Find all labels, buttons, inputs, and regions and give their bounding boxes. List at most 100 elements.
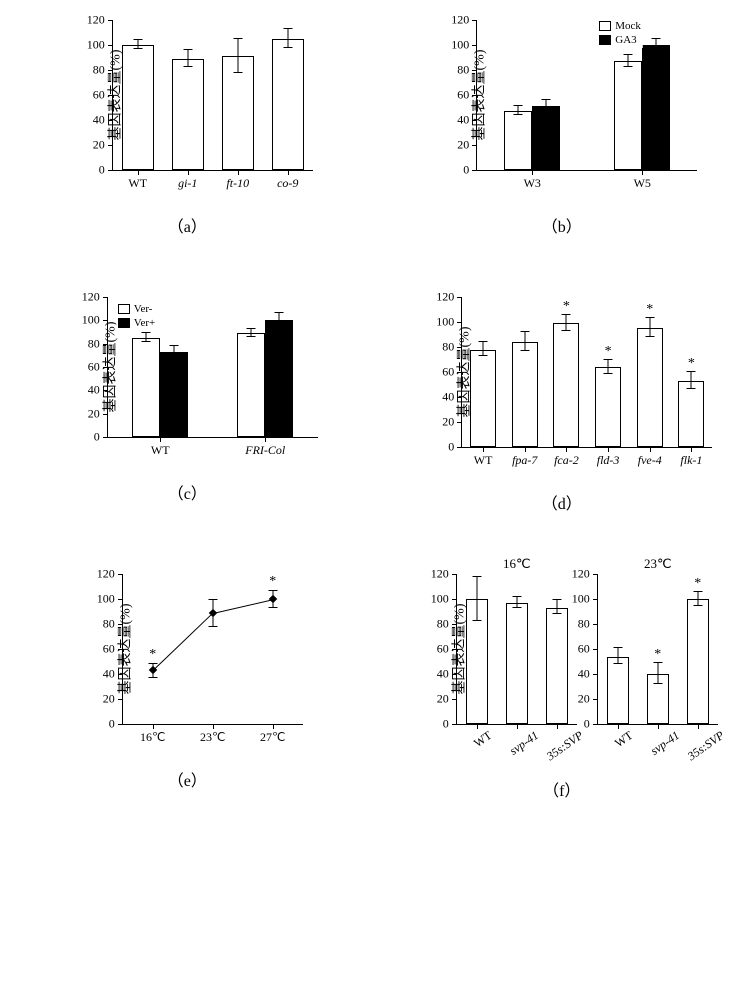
significance-star: * [688,356,695,372]
y-tick-label: 100 [82,313,100,328]
y-tick-label: 40 [103,667,115,682]
y-tick-label: 0 [443,717,449,732]
bar [614,61,642,170]
x-tick-label: 35s:SVP [685,728,727,764]
line-segment [152,613,213,671]
y-tick-label: 40 [93,113,105,128]
x-tick-label: svp-41 [648,728,683,759]
bar [470,350,496,448]
x-tick-label: 35s:SVP [544,728,586,764]
y-tick-label: 120 [97,567,115,582]
panel-b: 020406080100120基因表达量(%)W3W5MockGA3 （b） [385,20,740,237]
y-tick-label: 0 [99,163,105,178]
x-tick-label: WT [151,443,170,458]
bar [222,56,254,170]
caption-f: （f） [543,777,580,801]
y-tick-label: 100 [451,38,469,53]
y-tick-label: 60 [457,88,469,103]
bar [595,367,621,447]
x-tick-label: 23℃ [200,730,225,745]
y-tick-label: 60 [442,365,454,380]
y-axis-label: 基因表达量(%) [99,322,119,413]
caption-a: （a） [168,213,207,237]
y-tick-label: 100 [436,315,454,330]
y-axis-label: 基因表达量(%) [114,604,134,695]
y-tick-label: 0 [463,163,469,178]
y-tick-label: 120 [82,290,100,305]
bar [546,608,568,724]
x-tick-label: WT [612,728,636,751]
y-tick-label: 100 [431,592,449,607]
legend: Mock GA3 [597,18,643,48]
significance-star: * [654,647,661,663]
significance-star: * [269,574,276,590]
caption-b: （b） [542,213,582,237]
y-tick-label: 60 [103,642,115,657]
y-tick-label: 0 [448,440,454,455]
y-tick-label: 120 [431,567,449,582]
legend-label: Mock [615,20,641,32]
significance-star: * [605,344,612,360]
x-tick-label: WT [471,728,495,751]
panel-e: 020406080100120基因表达量(%)*16℃23℃*27℃ （e） [10,574,365,801]
x-tick-label: fca-2 [554,453,579,468]
legend-swatch [599,21,611,31]
x-tick-label: ft-10 [226,176,249,191]
significance-star: * [646,302,653,318]
y-tick-label: 60 [437,642,449,657]
caption-c: （c） [168,480,207,504]
y-tick-label: 20 [442,415,454,430]
panel-d: 020406080100120基因表达量(%)WTfpa-7*fca-2*fld… [385,297,740,514]
y-tick-label: 100 [87,38,105,53]
bar [122,45,154,170]
bar [687,599,709,724]
legend-label: Ver- [134,303,153,315]
bar [637,328,663,447]
bar [272,39,304,170]
y-tick-label: 0 [109,717,115,732]
bar [265,320,293,437]
y-tick-label: 20 [437,692,449,707]
bar [466,599,488,724]
legend-label: GA3 [615,34,636,46]
line-segment [213,599,273,614]
y-tick-label: 20 [88,406,100,421]
significance-star: * [563,299,570,315]
y-tick-label: 60 [93,88,105,103]
legend: Ver- Ver+ [116,301,157,331]
y-tick-label: 80 [103,617,115,632]
bar [506,603,528,724]
bar [160,352,188,437]
x-tick-label: gi-1 [178,176,197,191]
y-tick-label: 40 [578,667,590,682]
y-tick-label: 80 [437,617,449,632]
y-tick-label: 40 [442,390,454,405]
x-tick-label: svp-41 [507,728,542,759]
bar [532,106,560,170]
subplot-title: 16℃ [503,556,531,572]
bar [607,657,629,725]
y-tick-label: 120 [87,13,105,28]
x-tick-label: WT [474,453,493,468]
panel-f: 020406080100120基因表达量(%)16℃WTsvp-4135s:SV… [385,574,740,801]
x-tick-label: 27℃ [260,730,285,745]
y-tick-label: 40 [457,113,469,128]
bar [132,338,160,437]
bar [678,381,704,447]
x-tick-label: WT [128,176,147,191]
legend-swatch [118,318,130,328]
y-tick-label: 100 [97,592,115,607]
x-tick-label: FRI-Col [245,443,285,458]
significance-star: * [694,576,701,592]
bar [504,111,532,170]
figure-grid: 0 20 40 60 80 100 120 基因表达量(%) WT gi-1 ft-10 co-9 （… [10,20,739,801]
subplot-title: 23℃ [644,556,672,572]
y-tick-label: 60 [88,360,100,375]
y-tick-label: 120 [451,13,469,28]
y-tick-label: 60 [578,642,590,657]
x-tick-label: co-9 [277,176,298,191]
y-tick-label: 120 [572,567,590,582]
bar [237,333,265,437]
bar [512,342,538,447]
legend-label: Ver+ [134,317,155,329]
